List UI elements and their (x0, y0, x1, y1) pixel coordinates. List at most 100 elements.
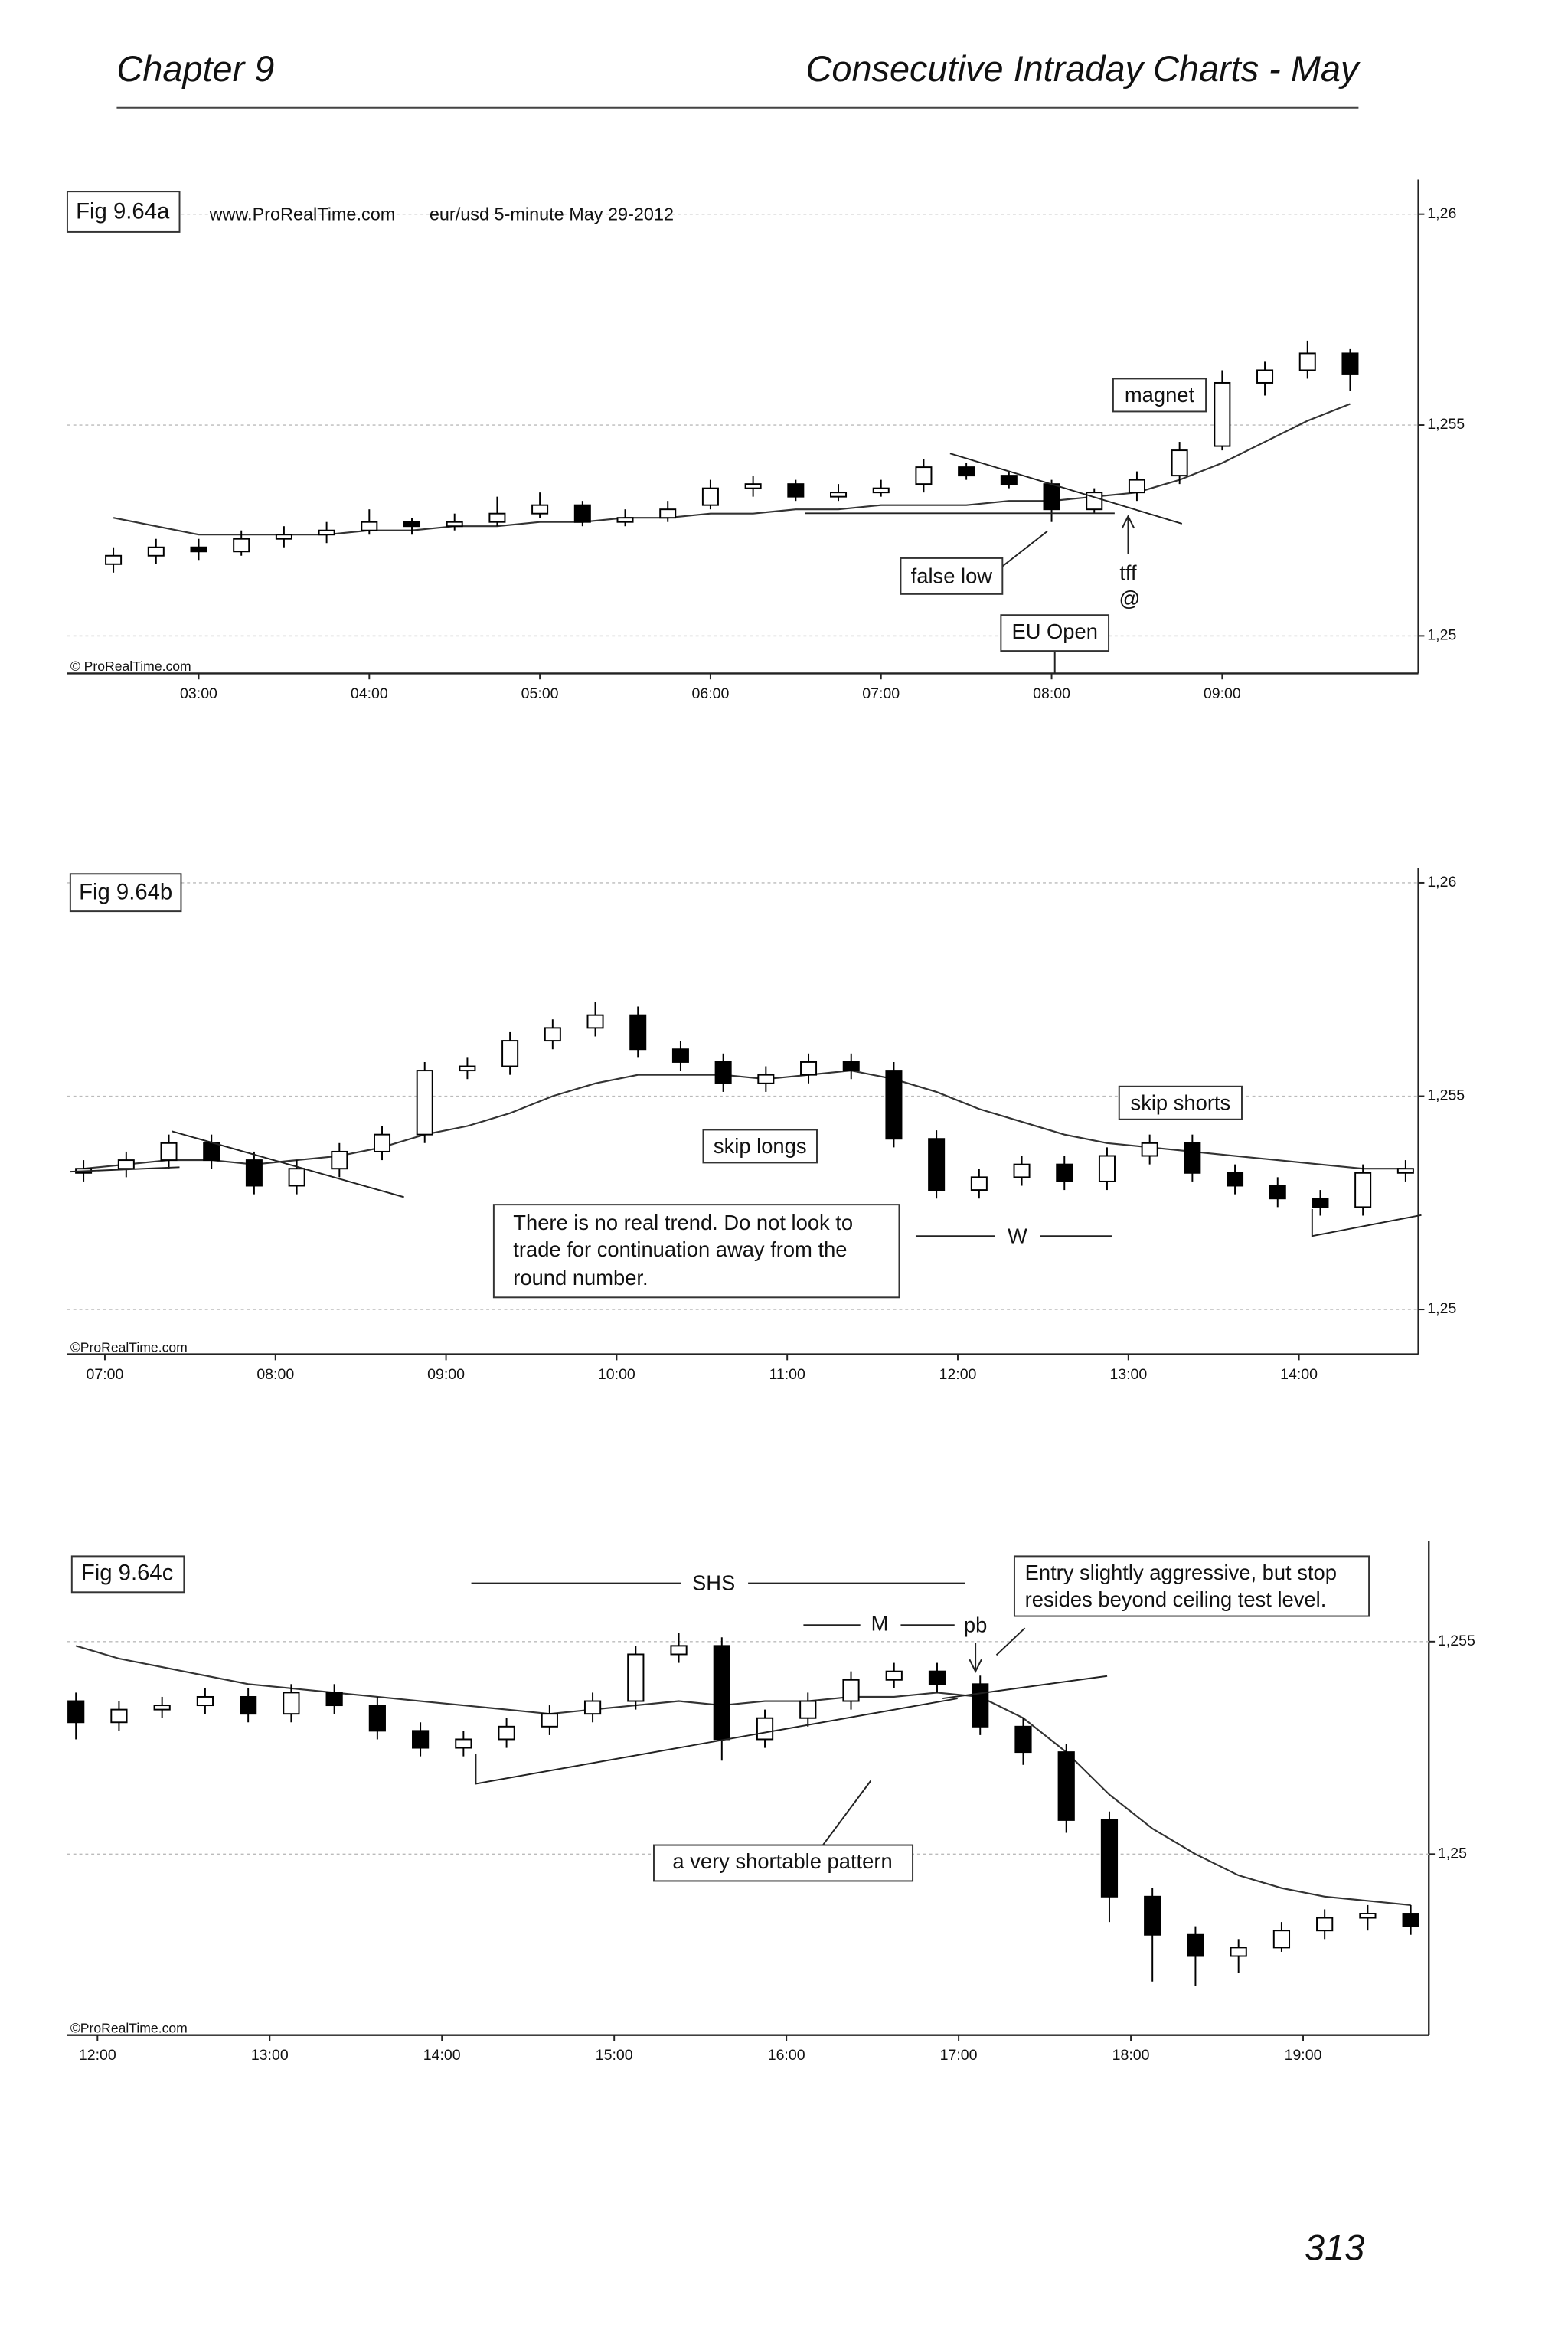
candle-body (1171, 449, 1188, 477)
candle-body (586, 1014, 604, 1029)
candle-body (147, 546, 165, 557)
fig-box (70, 1555, 185, 1594)
x-tick-label: 12:00 (79, 2047, 116, 2064)
candle-body (203, 1142, 220, 1162)
candle-body (190, 546, 207, 553)
arrow-head (1121, 515, 1135, 529)
candle-body (1187, 1933, 1204, 1957)
candle-body (446, 521, 463, 528)
trendline (475, 1698, 958, 1785)
x-tick-label: 07:00 (862, 685, 900, 702)
candle-body (498, 1725, 515, 1741)
x-tick-label: 14:00 (423, 2047, 461, 2064)
candle-body (714, 1061, 732, 1084)
x-tick-label: 03:00 (180, 685, 217, 702)
annotation-box (1112, 378, 1207, 413)
candle-body (842, 1679, 860, 1702)
copyright: ©ProRealTime.com (70, 1339, 188, 1355)
arrow-head (969, 1659, 982, 1674)
candle-body (1227, 1172, 1244, 1187)
candle-body (799, 1700, 817, 1719)
y-tick-label: 1,255 (1427, 1087, 1465, 1104)
x-tick-label: 08:00 (256, 1366, 294, 1383)
annotation-box (900, 557, 1004, 595)
chart-a-annotations: Fig 9.64a www.ProRealTime.com eur/usd 5-… (66, 191, 1207, 674)
candle-body (283, 1692, 300, 1715)
chart-c-annotations: Fig 9.64c ©ProRealTime.com SHS M pb Entr… (70, 1555, 1370, 2036)
x-tick-label: 05:00 (521, 685, 559, 702)
trendline (70, 1166, 180, 1173)
candle-body (1056, 1163, 1073, 1182)
candle-body (830, 492, 848, 498)
candle-body (1000, 475, 1018, 485)
arrow (822, 1780, 872, 1846)
candle-body (416, 1070, 433, 1136)
x-tick-label: 06:00 (691, 685, 729, 702)
charts: 1,26 1,255 1,25 03:00 04:00 05:00 06:00 07:00 08… (67, 179, 1475, 2064)
candle-body (1141, 1142, 1158, 1157)
note-line: resides beyond ceiling test level. (1025, 1587, 1327, 1611)
trendline (942, 1675, 1108, 1700)
annotation: a very shortable pattern (672, 1849, 892, 1873)
candle-body (275, 534, 292, 540)
candle-body (1014, 1725, 1032, 1754)
candle-body (233, 538, 250, 553)
annotation: W (1008, 1224, 1027, 1247)
candle-body (970, 1176, 988, 1191)
fig-box (66, 191, 181, 233)
copyright: ©ProRealTime.com (70, 2021, 188, 2036)
candle-body (800, 1061, 818, 1076)
candle-body (361, 521, 378, 531)
candle-body (757, 1074, 775, 1084)
chapter: Chapter 9 (116, 49, 274, 89)
annotation: M (871, 1611, 889, 1635)
candle-body (368, 1705, 386, 1732)
candle-body (1184, 1142, 1201, 1174)
candle-body (958, 466, 975, 477)
candle-body (787, 483, 805, 498)
candle-body (1214, 381, 1231, 447)
candle-body (240, 1695, 257, 1715)
candle-body (288, 1168, 305, 1187)
x-tick-label: 18:00 (1112, 2047, 1150, 2064)
x-tick-label: 13:00 (251, 2047, 289, 2064)
candle-body (1402, 1913, 1419, 1927)
note-box (492, 1204, 900, 1299)
annotation: @ (1119, 587, 1141, 610)
candle-body (701, 487, 719, 506)
candle-body (1144, 1895, 1161, 1936)
candle-body (629, 1014, 647, 1051)
candle-body (117, 1159, 135, 1170)
trendline (1311, 1209, 1422, 1237)
y-tick-label: 1,25 (1427, 1300, 1456, 1317)
candle-body (1230, 1947, 1247, 1957)
x-tick-label: 11:00 (769, 1366, 805, 1383)
candle-body (531, 504, 549, 515)
x-tick-label: 17:00 (940, 2047, 978, 2064)
x-tick-label: 10:00 (598, 1366, 635, 1383)
candle-body (1100, 1819, 1119, 1898)
candle-body (331, 1150, 348, 1170)
candle-body (196, 1695, 214, 1707)
candle-body (110, 1708, 128, 1724)
page-number: 313 (1305, 2228, 1364, 2268)
candle-body (67, 1700, 85, 1724)
candle-body (627, 1653, 645, 1702)
candle-body (659, 508, 677, 519)
candle-body (1256, 369, 1274, 384)
candle-body (1316, 1917, 1334, 1932)
candle-body (928, 1670, 946, 1685)
candle-body (374, 1133, 391, 1152)
candle-body (455, 1738, 472, 1749)
chart-b-annotations: Fig 9.64b ©ProRealTime.com skip longs sk… (69, 873, 1422, 1355)
copyright: © ProRealTime.com (70, 659, 191, 674)
x-tick-label: 16:00 (768, 2047, 805, 2064)
candle-body (160, 1142, 178, 1162)
candle-body (928, 1138, 946, 1191)
note-line: round number. (513, 1266, 648, 1290)
annotation-box (653, 1844, 914, 1882)
x-tick-label: 15:00 (596, 2047, 633, 2064)
candle-body (885, 1670, 903, 1681)
annotation-box (702, 1129, 818, 1164)
